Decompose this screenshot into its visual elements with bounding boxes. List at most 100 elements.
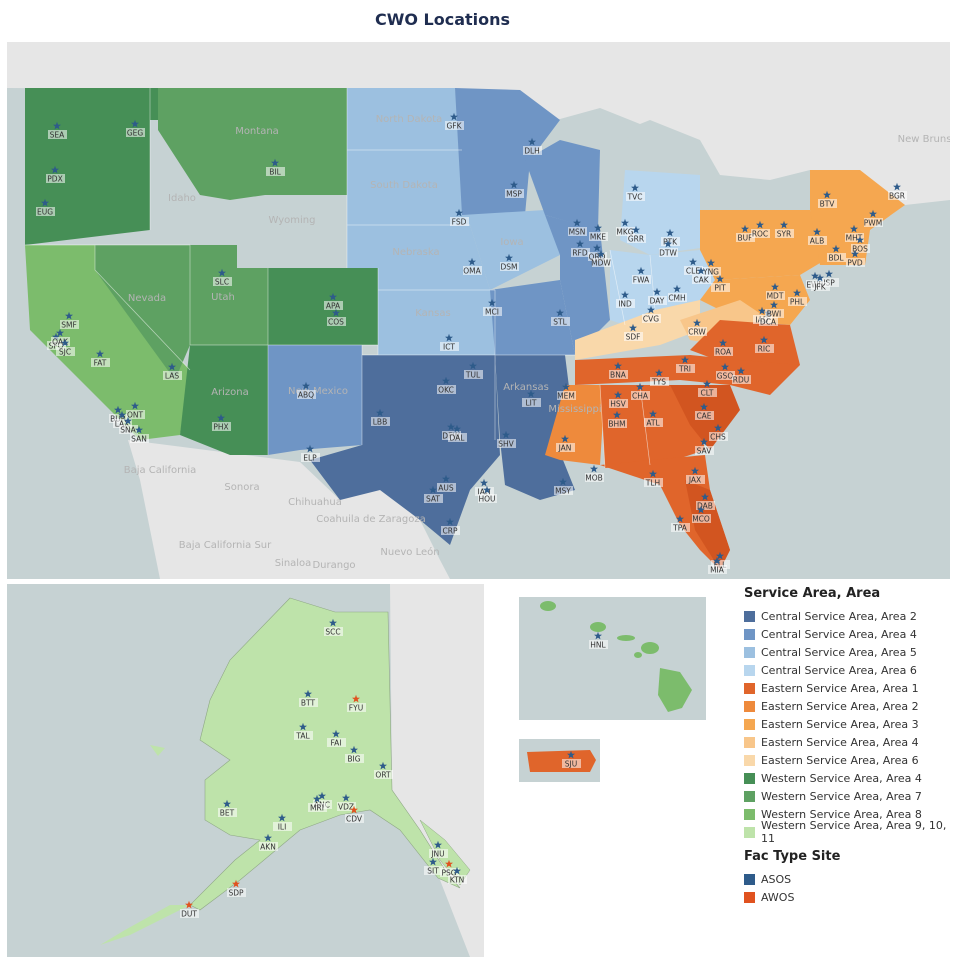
station-hsv[interactable]: HSV [609,390,628,409]
station-mke[interactable]: MKE [589,223,608,242]
station-mdt[interactable]: MDT [766,282,785,301]
station-syr[interactable]: SYR [775,220,794,239]
station-phl[interactable]: PHL [788,288,807,307]
station-dlh[interactable]: DLH [523,137,542,156]
station-jfk[interactable]: JFK [811,273,830,292]
station-mht[interactable]: MHT [845,224,864,243]
station-cha[interactable]: CHA [631,382,650,401]
station-okc[interactable]: OKC [437,376,456,395]
station-aus[interactable]: AUS [437,474,456,493]
conus-map[interactable]: Idaho Wyoming Montana Nevada Utah Arizona Nort… [7,42,950,579]
station-cos[interactable]: COS [327,308,346,327]
station-sea[interactable]: SEA [48,121,67,140]
station-ili[interactable]: ILI [273,813,292,832]
station-jan[interactable]: JAN [556,434,575,453]
legend-item[interactable]: Western Service Area, Area 4 [744,769,954,787]
station-scc[interactable]: SCC [324,618,343,637]
station-tul[interactable]: TUL [464,361,483,380]
station-san[interactable]: SAN [130,425,149,444]
station-vdz[interactable]: VDZ [337,793,356,812]
station-atl[interactable]: ATL [644,409,663,428]
station-bna[interactable]: BNA [609,361,628,380]
station-bgr[interactable]: BGR [888,182,907,201]
station-ptk[interactable]: PTK [661,228,680,247]
station-rfd[interactable]: RFD [571,239,590,258]
station-pwm[interactable]: PWM [864,209,883,228]
station-fat[interactable]: FAT [91,349,110,368]
site-legend-item[interactable]: ASOS [744,870,954,888]
station-mco[interactable]: MCO [692,505,711,524]
station-cvg[interactable]: CVG [642,305,661,324]
legend-item[interactable]: Central Service Area, Area 6 [744,661,954,679]
station-clt[interactable]: CLT [698,379,717,398]
station-big[interactable]: BIG [345,745,364,764]
station-fyu[interactable]: FYU [347,694,366,713]
station-cmh[interactable]: CMH [668,284,687,303]
station-tvc[interactable]: TVC [626,183,645,202]
station-tal[interactable]: TAL [294,722,313,741]
station-btv[interactable]: BTV [818,190,837,209]
station-fwa[interactable]: FWA [632,266,651,285]
station-fai[interactable]: FAI [327,729,346,748]
station-dut[interactable]: DUT [180,900,199,919]
station-ort[interactable]: ORT [374,761,393,780]
station-slc[interactable]: SLC [213,268,232,287]
station-grr[interactable]: GRR [627,225,646,244]
station-tri[interactable]: TRI [676,355,695,374]
station-apa[interactable]: APA [324,292,343,311]
station-mem[interactable]: MEM [557,382,576,401]
station-msp[interactable]: MSP [505,180,524,199]
station-pvd[interactable]: PVD [846,249,865,268]
station-lax[interactable]: LAX [113,410,132,429]
legend-item[interactable]: Eastern Service Area, Area 1 [744,679,954,697]
station-bwi[interactable]: BWI [765,300,784,319]
station-btt[interactable]: BTT [299,689,318,708]
station-sjc[interactable]: SJC [56,338,75,357]
station-ktn[interactable]: KTN [448,866,467,885]
legend-item[interactable]: Eastern Service Area, Area 3 [744,715,954,733]
station-bhm[interactable]: BHM [608,410,627,429]
station-sju[interactable]: SJU [562,750,581,769]
station-lbb[interactable]: LBB [371,408,390,427]
station-gso[interactable]: GSO [716,362,735,381]
station-msn[interactable]: MSN [568,218,587,237]
station-shv[interactable]: SHV [497,430,516,449]
station-pit[interactable]: PIT [711,274,730,293]
station-mci[interactable]: MCI [483,298,502,317]
station-roa[interactable]: ROA [714,338,733,357]
station-yng[interactable]: YNG [702,258,721,277]
station-hnl[interactable]: HNL [589,631,608,650]
station-cdv[interactable]: CDV [345,805,364,824]
station-ont[interactable]: ONT [126,401,145,420]
station-hou[interactable]: HOU [478,485,497,504]
legend-item[interactable]: Central Service Area, Area 2 [744,607,954,625]
station-day[interactable]: DAY [648,287,667,306]
site-legend-item[interactable]: AWOS [744,888,954,906]
station-sdf[interactable]: SDF [624,323,643,342]
station-elp[interactable]: ELP [301,444,320,463]
station-buf[interactable]: BUF [736,224,755,243]
station-fsd[interactable]: FSD [450,208,469,227]
station-iah[interactable]: IAH [475,478,494,497]
station-mri[interactable]: MRI [308,794,327,813]
station-oak[interactable]: OAK [51,328,70,347]
station-crw[interactable]: CRW [688,318,707,337]
station-alb[interactable]: ALB [808,227,827,246]
station-sit[interactable]: SIT [424,857,443,876]
legend-item[interactable]: Central Service Area, Area 4 [744,625,954,643]
station-ord[interactable]: ORD [588,243,607,262]
alaska-map[interactable]: SCCBTTFYUTALFAIBIGORTBETANCMRIVDZCDVILIA… [7,584,484,957]
puerto-rico-map[interactable]: SJU [519,739,600,782]
station-tys[interactable]: TYS [650,368,669,387]
station-crp[interactable]: CRP [441,517,460,536]
station-mob[interactable]: MOB [585,464,604,483]
station-sdp[interactable]: SDP [227,879,246,898]
station-sav[interactable]: SAV [695,437,714,456]
station-cle[interactable]: CLE [684,257,703,276]
station-cae[interactable]: CAE [695,402,714,421]
station-tlh[interactable]: TLH [644,469,663,488]
station-bet[interactable]: BET [218,799,237,818]
station-bos[interactable]: BOS [851,235,870,254]
hawaii-map[interactable]: HNL [519,597,706,720]
station-gfk[interactable]: GFK [445,112,464,131]
